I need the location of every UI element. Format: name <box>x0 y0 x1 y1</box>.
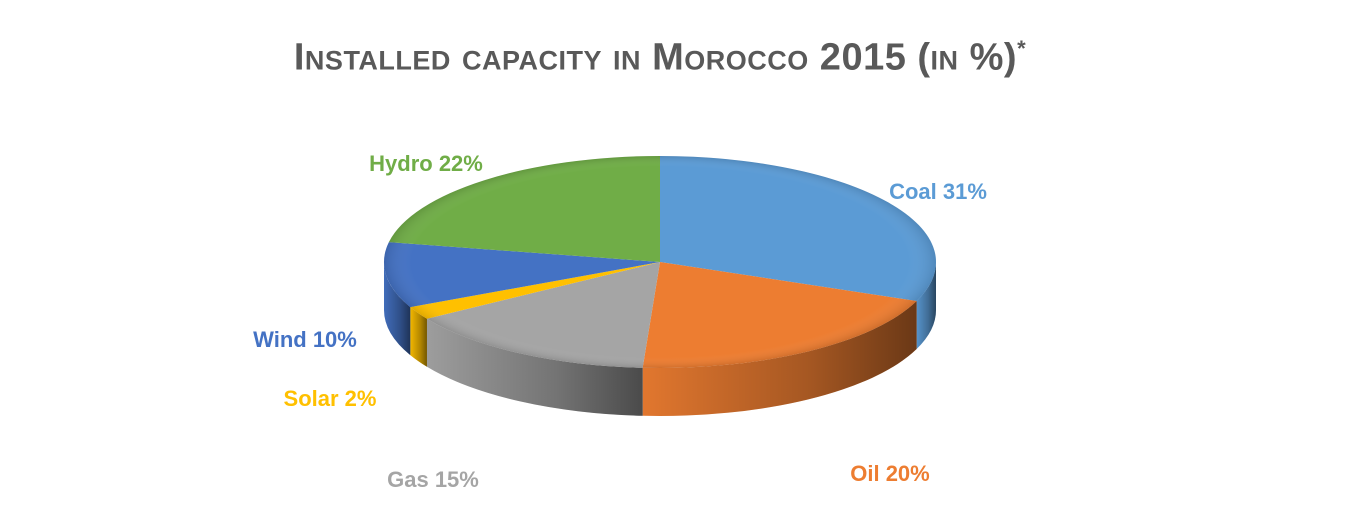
pie-labels: Coal 31% Oil 20% Gas 15% Solar 2% Wind 10% Hy… <box>253 151 987 492</box>
side-shade-coal <box>916 262 936 350</box>
label-solar: Solar 2% <box>284 386 377 411</box>
label-gas: Gas 15% <box>387 467 479 492</box>
side-shade-oil <box>642 301 917 416</box>
pie-top-faces <box>384 156 937 368</box>
side-shade-gas <box>426 318 643 416</box>
pie-sides <box>384 262 936 416</box>
label-oil: Oil 20% <box>850 461 929 486</box>
chart-title-text: Installed capacity in Morocco 2015 (in %… <box>293 36 1018 79</box>
label-hydro: Hydro 22% <box>369 151 483 176</box>
side-shade-solar <box>410 307 427 367</box>
chart-title: Installed capacity in Morocco 2015 (in %… <box>0 36 1320 80</box>
label-coal: Coal 31% <box>889 179 987 204</box>
pie-top-rim <box>384 156 936 368</box>
side-shade-wind <box>384 262 411 356</box>
chart-title-footnote-marker: * <box>1017 36 1027 61</box>
label-wind: Wind 10% <box>253 327 357 352</box>
